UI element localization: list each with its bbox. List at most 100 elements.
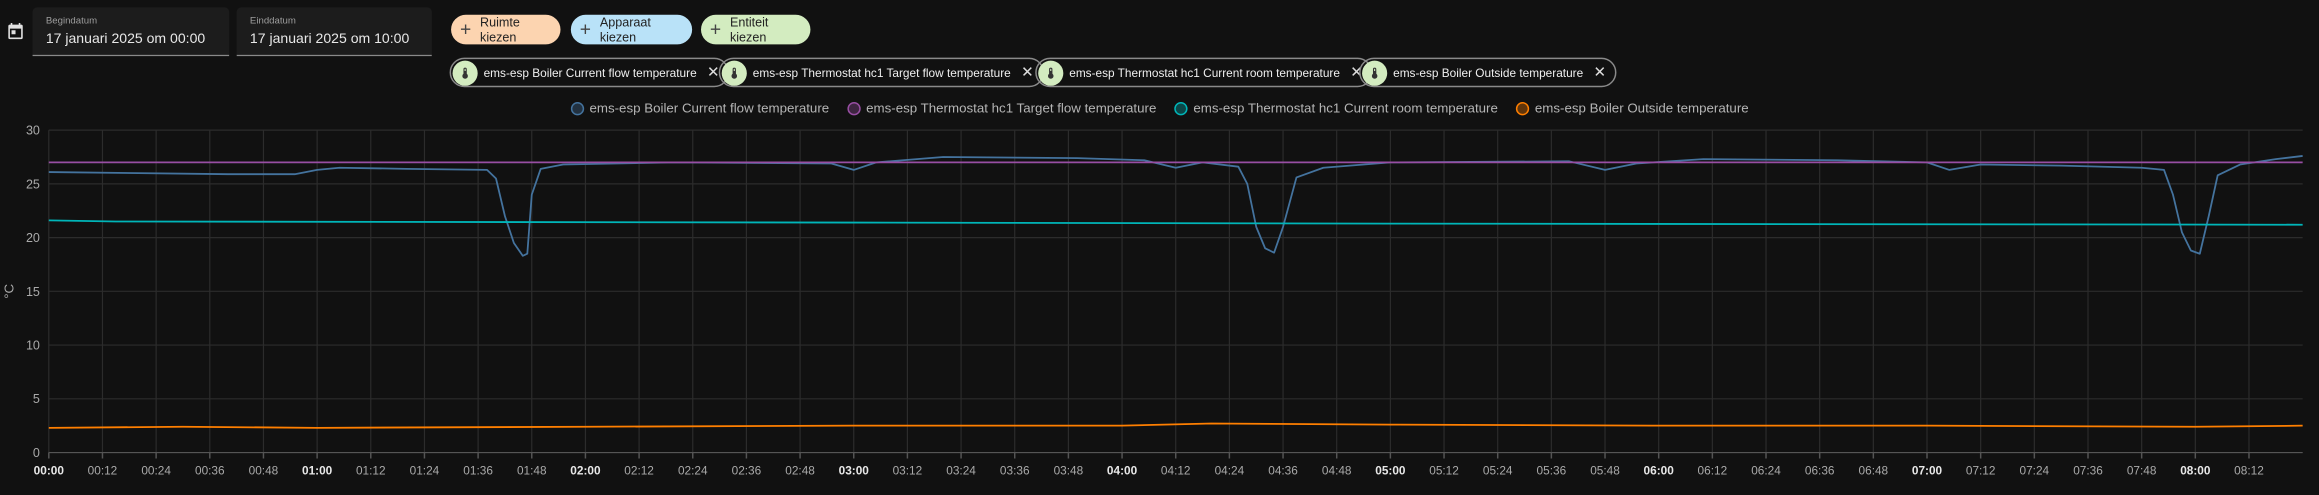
x-tick-label: 08:12	[2234, 464, 2264, 478]
x-tick-label: 02:24	[678, 464, 708, 478]
x-tick-label: 05:12	[1429, 464, 1459, 478]
icon	[462, 66, 468, 79]
legend-item[interactable]: ems-esp Boiler Current flow temperature	[570, 100, 830, 116]
chip-label: ems-esp Thermostat hc1 Target flow tempe…	[752, 65, 1011, 80]
x-tick-label: 02:48	[785, 464, 815, 478]
legend-label: ems-esp Thermostat hc1 Current room temp…	[1193, 100, 1498, 116]
legend-label: ems-esp Boiler Current flow temperature	[589, 100, 830, 116]
end-date-field[interactable]: Einddatum 17 januari 2025 om 10:00	[236, 7, 432, 57]
series-line	[48, 155, 2303, 257]
x-tick-label: 06:36	[1805, 464, 1835, 478]
start-date-field[interactable]: Begindatum 17 januari 2025 om 00:00	[32, 7, 230, 57]
legend-item[interactable]: ems-esp Thermostat hc1 Current room temp…	[1174, 100, 1498, 116]
legend-item[interactable]: ems-esp Thermostat hc1 Target flow tempe…	[846, 100, 1157, 116]
field-label: Einddatum	[249, 16, 296, 27]
legend-marker	[1174, 101, 1188, 115]
x-tick-label: 05:24	[1483, 464, 1513, 478]
x-tick-label: 03:48	[1054, 464, 1084, 478]
y-axis-label: °C	[1, 283, 16, 298]
entity-chip[interactable]: ems-esp Thermostat hc1 Current room temp…	[1035, 57, 1374, 88]
x-tick-label: 00:00	[34, 464, 65, 478]
x-tick-label: 02:12	[624, 464, 654, 478]
x-tick-label: 04:48	[1322, 464, 1352, 478]
x-tick-label: 07:48	[2127, 464, 2157, 478]
series-line	[48, 219, 2303, 226]
chip-label: ems-esp Boiler Current flow temperature	[483, 65, 697, 80]
x-tick-label: 04:36	[1268, 464, 1298, 478]
y-tick-label: 0	[33, 446, 40, 460]
x-tick-label: 00:24	[141, 464, 171, 478]
button-label: Ruimte kiezen	[480, 14, 520, 45]
legend-label: ems-esp Boiler Outside temperature	[1534, 100, 1749, 116]
chip-remove[interactable]: ✕	[1593, 64, 1606, 81]
x-tick-label: 08:00	[2180, 464, 2211, 478]
legend-label: ems-esp Thermostat hc1 Target flow tempe…	[866, 100, 1157, 116]
thermometer-icon	[452, 59, 478, 86]
field-label: Begindatum	[45, 16, 98, 27]
chip-label: ems-esp Boiler Outside temperature	[1393, 65, 1584, 80]
x-tick-label: 00:48	[249, 464, 279, 478]
x-tick-label: 05:00	[1375, 464, 1406, 478]
x-tick-label: 01:00	[302, 464, 333, 478]
icon	[1047, 66, 1054, 79]
x-tick-label: 01:36	[463, 464, 493, 478]
x-tick-label: 03:12	[893, 464, 923, 478]
x-tick-label: 00:12	[88, 464, 118, 478]
field-value: 17 januari 2025 om 00:00	[45, 31, 206, 48]
x-tick-label: 05:48	[1590, 464, 1620, 478]
y-tick-label: 20	[26, 231, 40, 245]
chip-remove[interactable]: ✕	[1021, 64, 1034, 81]
x-tick-label: 07:12	[1966, 464, 1996, 478]
button-label: Entiteit kiezen	[729, 14, 769, 45]
x-tick-label: 04:24	[1215, 464, 1245, 478]
x-tick-label: 07:00	[1912, 464, 1943, 478]
legend: ems-esp Boiler Current flow temperature e…	[0, 100, 2319, 116]
entity-chip[interactable]: ems-esp Boiler Current flow temperature ✕	[449, 57, 730, 88]
entity-button[interactable]: + Entiteit kiezen	[700, 14, 811, 45]
y-tick-label: 25	[26, 177, 40, 191]
x-tick-label: 02:36	[732, 464, 762, 478]
x-tick-label: 06:12	[1698, 464, 1728, 478]
x-tick-label: 05:36	[1537, 464, 1567, 478]
chip-label: ems-esp Thermostat hc1 Current room temp…	[1069, 65, 1340, 80]
x-tick-label: 02:00	[570, 464, 601, 478]
x-tick-label: 04:00	[1107, 464, 1138, 478]
y-tick-label: 30	[26, 124, 40, 138]
field-value: 17 januari 2025 om 10:00	[249, 31, 410, 48]
series-line	[48, 422, 2303, 429]
device-button[interactable]: + Apparaat kiezen	[570, 14, 693, 45]
x-tick-label: 03:00	[839, 464, 870, 478]
thermometer-icon	[1038, 59, 1064, 86]
x-tick-label: 07:36	[2073, 464, 2103, 478]
y-tick-label: 5	[33, 392, 40, 406]
y-tick-label: 10	[26, 339, 40, 353]
entity-chip[interactable]: ems-esp Thermostat hc1 Target flow tempe…	[718, 57, 1044, 88]
legend-marker	[1515, 101, 1529, 115]
legend-marker	[846, 101, 861, 115]
chip-remove[interactable]: ✕	[707, 64, 720, 81]
x-tick-label: 01:12	[356, 464, 386, 478]
x-tick-label: 06:24	[1751, 464, 1781, 478]
thermometer-icon	[721, 59, 747, 86]
x-tick-label: 06:48	[1859, 464, 1889, 478]
x-tick-label: 04:12	[1161, 464, 1191, 478]
icon	[1371, 66, 1378, 79]
x-tick-label: 03:24	[946, 464, 976, 478]
x-tick-label: 07:24	[2020, 464, 2050, 478]
legend-marker	[570, 101, 584, 115]
y-tick-label: 15	[26, 285, 40, 299]
icon	[731, 66, 738, 79]
calendar-icon[interactable]	[6, 21, 25, 42]
thermometer-icon	[1362, 59, 1388, 86]
x-tick-label: 01:24	[410, 464, 440, 478]
x-tick-label: 01:48	[517, 464, 547, 478]
entity-chip[interactable]: ems-esp Boiler Outside temperature ✕	[1359, 57, 1617, 88]
x-tick-label: 03:36	[1000, 464, 1030, 478]
legend-item[interactable]: ems-esp Boiler Outside temperature	[1515, 100, 1749, 116]
area-button[interactable]: + Ruimte kiezen	[451, 14, 561, 45]
x-tick-label: 06:00	[1644, 464, 1675, 478]
x-tick-label: 00:36	[195, 464, 225, 478]
button-label: Apparaat kiezen	[599, 14, 651, 45]
